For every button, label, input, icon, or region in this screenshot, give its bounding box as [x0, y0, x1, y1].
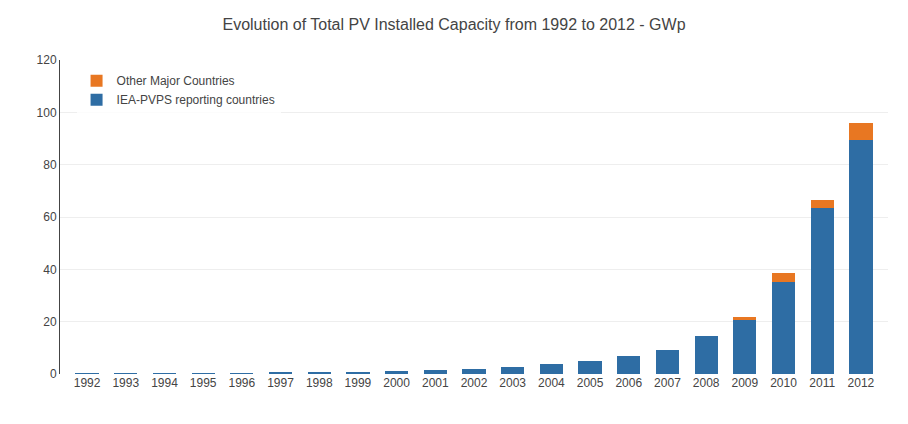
svg-text:2009: 2009: [731, 376, 758, 390]
svg-text:2004: 2004: [538, 376, 565, 390]
svg-text:1992: 1992: [74, 376, 101, 390]
svg-text:1997: 1997: [267, 376, 294, 390]
svg-text:2005: 2005: [577, 376, 604, 390]
svg-text:40: 40: [43, 263, 57, 277]
svg-text:20: 20: [43, 315, 57, 329]
svg-text:1995: 1995: [190, 376, 217, 390]
svg-text:2010: 2010: [770, 376, 797, 390]
svg-text:1996: 1996: [228, 376, 255, 390]
svg-text:60: 60: [43, 210, 57, 224]
svg-text:1994: 1994: [151, 376, 178, 390]
svg-text:Evolution of Total PV Installe: Evolution of Total PV Installed Capacity…: [222, 16, 685, 33]
svg-text:0: 0: [50, 367, 57, 381]
svg-text:IEA-PVPS reporting countries: IEA-PVPS reporting countries: [117, 93, 275, 107]
svg-text:120: 120: [37, 53, 57, 67]
svg-text:2006: 2006: [615, 376, 642, 390]
svg-text:80: 80: [43, 158, 57, 172]
svg-text:2002: 2002: [461, 376, 488, 390]
svg-text:1993: 1993: [112, 376, 139, 390]
svg-text:1998: 1998: [306, 376, 333, 390]
svg-text:2007: 2007: [654, 376, 681, 390]
svg-text:Other Major Countries: Other Major Countries: [117, 74, 235, 88]
svg-text:2012: 2012: [848, 376, 875, 390]
svg-text:1999: 1999: [345, 376, 372, 390]
svg-text:2001: 2001: [422, 376, 449, 390]
svg-text:2003: 2003: [499, 376, 526, 390]
svg-text:2000: 2000: [383, 376, 410, 390]
svg-text:2011: 2011: [809, 376, 835, 390]
svg-text:100: 100: [37, 106, 57, 120]
svg-text:2008: 2008: [693, 376, 720, 390]
